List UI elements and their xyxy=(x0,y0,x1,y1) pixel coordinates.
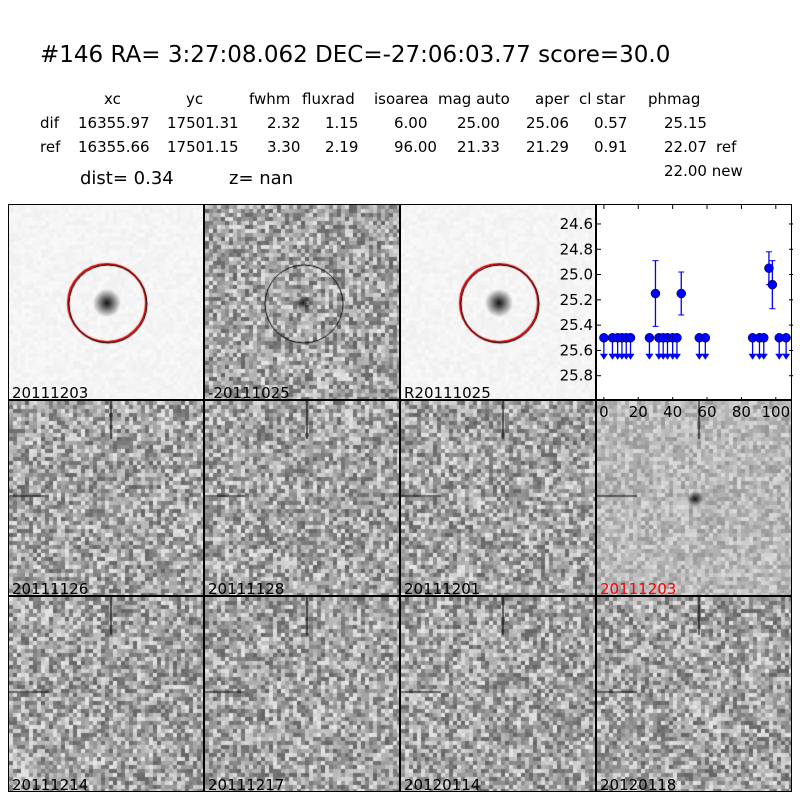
y-tick-label: 25.6 xyxy=(560,341,593,359)
column-header: fluxrad xyxy=(302,90,355,108)
table-cell: 3.30 xyxy=(267,138,301,156)
column-header: cl star xyxy=(579,90,626,108)
table-cell: 22.07 xyxy=(664,138,707,156)
light-curve-plot: 24.6 24.8 25.0 25.2 25.4 25.6 25.8 0 20 40 60 80 100 xyxy=(560,204,793,421)
image-stamp: 20120118 xyxy=(596,596,792,792)
upper-limit-point xyxy=(781,333,791,343)
table-cell: 17501.31 xyxy=(167,114,239,132)
x-tick-label: 40 xyxy=(663,403,682,421)
table-cell: 0.57 xyxy=(594,114,628,132)
upper-limit-arrowhead xyxy=(775,353,784,360)
upper-limit-point xyxy=(599,333,609,343)
image-stamp: -20111025 xyxy=(204,204,400,400)
x-tick-label: 80 xyxy=(732,403,751,421)
upper-limit-arrowhead xyxy=(626,353,635,360)
column-header: mag auto xyxy=(438,90,510,108)
y-tick-label: 24.6 xyxy=(560,215,593,233)
upper-limit-arrowhead xyxy=(672,353,681,360)
upper-limit-point xyxy=(759,333,769,343)
image-stamp: 20111217 xyxy=(204,596,400,792)
y-tick-label: 25.0 xyxy=(560,266,593,284)
stamp-date-label: -20111025 xyxy=(208,384,290,400)
dist-label: dist= 0.34 xyxy=(80,168,174,189)
image-stamp: 20111128 xyxy=(204,400,400,596)
column-header: yc xyxy=(186,90,204,108)
z-label: z= nan xyxy=(229,168,294,189)
table-cell: 96.00 xyxy=(394,138,437,156)
stamp-date-label: R20111025 xyxy=(404,384,491,400)
upper-limit-arrowhead xyxy=(695,353,704,360)
stamp-date-label: 20111203 xyxy=(600,580,677,596)
image-stamp: R20111025 xyxy=(400,204,596,400)
image-stamp: 20111214 xyxy=(8,596,204,792)
stamp-date-label: 20111201 xyxy=(404,580,481,596)
detection-point xyxy=(650,288,661,299)
x-tick-label: 100 xyxy=(761,403,790,421)
upper-limit-point xyxy=(625,333,636,343)
table-cell: 21.33 xyxy=(457,138,500,156)
table-cell: 16355.97 xyxy=(78,114,150,132)
table-cell: 16355.66 xyxy=(78,138,150,156)
new-mag-label: 22.00 new xyxy=(664,162,743,180)
y-tick-label: 25.2 xyxy=(560,291,593,309)
table-cell: 2.32 xyxy=(267,114,301,132)
upper-limit-arrowhead xyxy=(645,353,654,360)
x-tick-label: 60 xyxy=(697,403,716,421)
column-header: isoarea xyxy=(374,90,429,108)
stamp-date-label: 20120118 xyxy=(600,776,677,792)
column-header: phmag xyxy=(648,90,701,108)
table-cell: 25.15 xyxy=(664,114,707,132)
upper-limit-arrowhead xyxy=(663,353,672,360)
x-tick-label: 0 xyxy=(599,403,609,421)
table-cell: 1.15 xyxy=(325,114,359,132)
column-header: aper xyxy=(535,90,570,108)
upper-limit-point xyxy=(672,333,682,343)
image-stamp: 20111203 xyxy=(8,204,204,400)
image-stamp: 20111201 xyxy=(400,400,596,596)
upper-limit-arrowhead xyxy=(608,353,617,360)
upper-limit-arrowhead xyxy=(759,353,768,360)
upper-limit-arrowhead xyxy=(599,353,608,360)
upper-limit-point xyxy=(700,333,711,343)
row-label: ref xyxy=(40,138,61,156)
table-cell: 2.19 xyxy=(325,138,359,156)
y-tick-label: 24.8 xyxy=(560,240,593,258)
image-stamp: 20111126 xyxy=(8,400,204,596)
upper-limit-arrowhead xyxy=(782,353,791,360)
column-header: xc xyxy=(104,90,121,108)
table-cell: 21.29 xyxy=(526,138,569,156)
stamp-date-label: 20111214 xyxy=(12,776,89,792)
stamp-date-label: 20111128 xyxy=(208,580,285,596)
x-tick-label: 20 xyxy=(629,403,648,421)
y-tick-label: 25.4 xyxy=(560,316,593,334)
stamp-date-label: 20120114 xyxy=(404,776,481,792)
title: #146 RA= 3:27:08.062 DEC=-27:06:03.77 sc… xyxy=(40,42,671,68)
detection-point xyxy=(767,279,778,290)
row-note: ref xyxy=(716,138,737,156)
table-cell: 0.91 xyxy=(594,138,628,156)
y-tick-label: 25.8 xyxy=(560,367,593,385)
upper-limit-arrowhead xyxy=(748,353,757,360)
table-cell: 6.00 xyxy=(394,114,428,132)
detection-point xyxy=(676,288,686,299)
stamp-date-label: 20111203 xyxy=(12,384,89,400)
image-stamp: 20111203 xyxy=(596,400,792,596)
image-stamp: 20120114 xyxy=(400,596,596,792)
upper-limit-point xyxy=(644,333,655,343)
stamp-date-label: 20111217 xyxy=(208,776,285,792)
upper-limit-arrowhead xyxy=(701,353,710,360)
row-label: dif xyxy=(40,114,59,132)
detection-point xyxy=(764,263,774,273)
table-cell: 25.00 xyxy=(457,114,500,132)
column-header: fwhm xyxy=(249,90,291,108)
table-cell: 17501.15 xyxy=(167,138,239,156)
stamp-date-label: 20111126 xyxy=(12,580,89,596)
table-cell: 25.06 xyxy=(526,114,569,132)
